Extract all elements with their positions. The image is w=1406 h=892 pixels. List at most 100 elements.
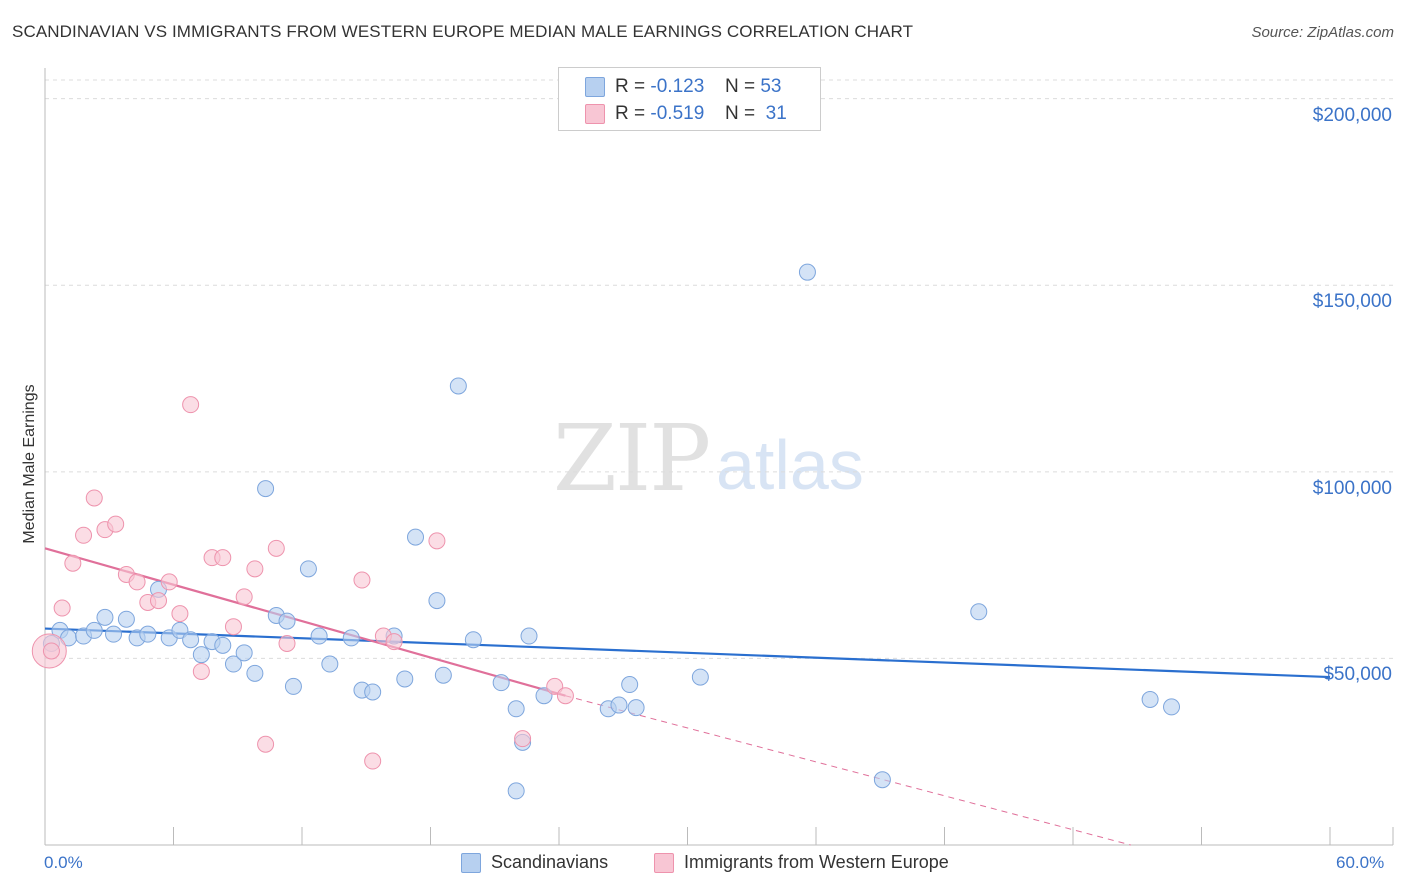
series-label-scandinavians: Scandinavians — [491, 852, 609, 872]
chart-title: SCANDINAVIAN VS IMMIGRANTS FROM WESTERN … — [12, 22, 914, 41]
blue-data-point — [610, 696, 628, 714]
pink-data-point — [214, 549, 232, 567]
blue-data-point — [627, 699, 645, 717]
blue-data-point — [246, 664, 264, 682]
watermark-atlas: atlas — [716, 426, 864, 504]
blue-data-point — [171, 621, 189, 639]
blue-data-point — [535, 687, 553, 705]
pink-data-point — [192, 662, 210, 680]
blue-data-point — [1141, 690, 1159, 708]
blue-data-point — [407, 528, 425, 546]
pink-data-point — [128, 573, 146, 591]
pink-data-point — [267, 539, 285, 557]
pink-data-point — [246, 560, 264, 578]
legend-n-value: 31 — [765, 103, 787, 124]
x-tick-label-end: 60.0% — [1336, 853, 1385, 872]
blue-data-point — [310, 627, 328, 645]
blue-data-point — [507, 782, 525, 800]
pink-trend-extension — [565, 695, 1131, 846]
series-legend: Scandinavians Immigrants from Western Eu… — [0, 852, 1406, 878]
y-tick-label: $200,000 — [1312, 104, 1392, 126]
blue-data-point — [621, 676, 639, 694]
blue-data-point — [278, 612, 296, 630]
legend-r-value: -0.519 — [650, 103, 705, 124]
pink-data-point — [353, 571, 371, 589]
blue-data-point — [214, 636, 232, 654]
blue-data-point — [139, 625, 157, 643]
pink-data-point — [171, 605, 189, 623]
blue-data-point — [507, 700, 525, 718]
pink-data-point — [75, 526, 93, 544]
pink-data-point — [53, 599, 71, 617]
pink-data-point — [514, 730, 532, 748]
pink-data-point — [64, 554, 82, 572]
blue-data-point — [873, 771, 891, 789]
blue-data-point — [321, 655, 339, 673]
pink-data-point — [364, 752, 382, 770]
pink-data-point — [224, 618, 242, 636]
blue-data-point — [182, 631, 200, 649]
blue-data-point — [192, 646, 210, 664]
blue-data-point — [691, 668, 709, 686]
series-legend-immigrants: Immigrants from Western Europe — [654, 852, 949, 873]
blue-data-point — [464, 631, 482, 649]
blue-data-point — [224, 655, 242, 673]
blue-data-point — [85, 621, 103, 639]
watermark-zip: ZIP — [553, 405, 711, 512]
blue-data-point — [117, 610, 135, 628]
legend-n-label: N = — [724, 103, 756, 124]
legend-swatch-pink — [585, 104, 605, 124]
pink-data-point — [257, 735, 275, 753]
blue-data-point — [449, 377, 467, 395]
blue-data-point — [396, 670, 414, 688]
pink-data-point — [150, 592, 168, 610]
blue-data-point — [342, 629, 360, 647]
legend-r-value: -0.123 — [650, 76, 705, 97]
y-tick-label: $50,000 — [1323, 664, 1392, 686]
blue-data-point — [284, 677, 302, 695]
data-points — [31, 263, 1181, 800]
blue-data-point — [1163, 698, 1181, 716]
pink-data-point — [235, 588, 253, 606]
y-tick-label: $150,000 — [1312, 291, 1392, 313]
blue-data-point — [798, 263, 816, 281]
pink-data-point — [160, 573, 178, 591]
blue-data-point — [105, 625, 123, 643]
blue-data-point — [428, 592, 446, 610]
blue-data-point — [970, 603, 988, 621]
legend-row-immigrants: R = -0.519 N = 31 — [585, 102, 787, 126]
legend-n-label: N = — [724, 76, 756, 97]
pink-data-point — [546, 677, 564, 695]
blue-data-point — [492, 674, 510, 692]
pink-data-point — [428, 532, 446, 550]
pink-data-point — [278, 634, 296, 652]
legend-r-label: R = — [615, 103, 646, 124]
pink-data-point — [42, 642, 60, 660]
blue-data-point — [96, 608, 114, 626]
blue-data-point — [364, 683, 382, 701]
correlation-legend: R = -0.123 N = 53 R = -0.519 N = 31 — [558, 67, 821, 131]
source-label: Source: ZipAtlas.com — [1251, 24, 1394, 41]
series-label-immigrants: Immigrants from Western Europe — [684, 852, 949, 872]
pink-data-point — [85, 489, 103, 507]
blue-data-point — [235, 644, 253, 662]
blue-data-point — [434, 666, 452, 684]
pink-data-point — [556, 687, 574, 705]
blue-data-point — [257, 480, 275, 498]
series-legend-scandinavians: Scandinavians — [461, 852, 608, 873]
pink-data-point — [385, 633, 403, 651]
y-tick-label: $100,000 — [1312, 477, 1392, 499]
legend-row-scandinavians: R = -0.123 N = 53 — [585, 75, 781, 99]
axes — [44, 68, 1394, 846]
legend-n-value: 53 — [760, 76, 782, 97]
pink-data-point — [107, 515, 125, 533]
blue-data-point — [299, 560, 317, 578]
pink-data-point — [182, 396, 200, 414]
legend-swatch-blue — [585, 77, 605, 97]
legend-r-label: R = — [615, 76, 646, 97]
blue-trend-line — [44, 627, 1331, 679]
x-tick-label-start: 0.0% — [44, 853, 83, 872]
blue-data-point — [520, 627, 538, 645]
series-swatch-pink — [654, 852, 674, 873]
